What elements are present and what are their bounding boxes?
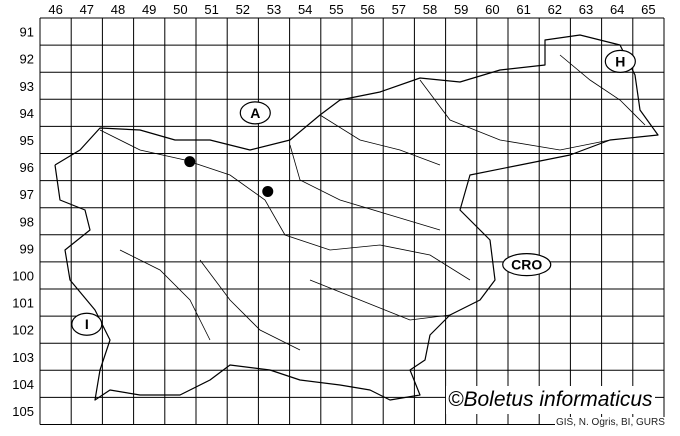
- column-label: 46: [48, 2, 62, 17]
- source-text: GIS, N. Ogris, BI, GURS: [555, 417, 666, 429]
- neighbour-country-labels: A H CRO I: [71, 49, 636, 336]
- row-label: 95: [20, 133, 34, 148]
- column-label: 57: [392, 2, 406, 17]
- row-label: 92: [20, 52, 34, 67]
- country-label: H: [615, 53, 625, 69]
- river-line: [199, 259, 301, 351]
- column-labels: 46 47 48 49 50 51 52 53 54 55 56 57 58 59 60 61 62 63 64 65: [48, 2, 655, 17]
- record-dot: [184, 156, 196, 168]
- column-label: 55: [329, 2, 343, 17]
- column-label: 60: [485, 2, 499, 17]
- column-label: 54: [298, 2, 312, 17]
- column-label: 50: [173, 2, 187, 17]
- row-label: 96: [20, 160, 34, 175]
- river-line: [419, 79, 611, 151]
- country-label: A: [250, 105, 260, 121]
- river-line: [319, 114, 441, 166]
- column-label: 58: [423, 2, 437, 17]
- column-label: 61: [516, 2, 530, 17]
- river-line: [289, 144, 441, 231]
- column-label: 56: [360, 2, 374, 17]
- row-labels: 91 92 93 94 95 96 97 98 99 100 101 102 103 104 105: [12, 25, 34, 419]
- country-label: I: [85, 316, 89, 332]
- country-outline: [54, 34, 659, 401]
- record-points: [184, 156, 274, 197]
- row-label: 101: [12, 296, 34, 311]
- country-label-ellipse: [239, 101, 271, 125]
- row-label: 93: [20, 79, 34, 94]
- row-label: 104: [12, 377, 34, 392]
- river-line: [309, 279, 451, 321]
- rivers: [99, 54, 646, 351]
- column-label: 62: [548, 2, 562, 17]
- record-dot: [262, 185, 274, 197]
- column-label: 51: [204, 2, 218, 17]
- row-label: 105: [12, 404, 34, 419]
- column-label: 52: [236, 2, 250, 17]
- row-label: 94: [20, 106, 34, 121]
- country-label: CRO: [511, 257, 542, 273]
- row-label: 97: [20, 187, 34, 202]
- credit-text: ©Boletus informaticus: [446, 386, 655, 414]
- column-label: 48: [111, 2, 125, 17]
- column-label: 63: [579, 2, 593, 17]
- row-label: 98: [20, 214, 34, 229]
- column-label: 59: [454, 2, 468, 17]
- row-label: 100: [12, 268, 34, 283]
- river-line: [119, 249, 211, 341]
- column-label: 65: [641, 2, 655, 17]
- country-label-ellipse: [71, 312, 103, 336]
- column-label: 49: [142, 2, 156, 17]
- grid-lines: [39, 17, 665, 425]
- river-line: [559, 54, 646, 126]
- row-label: 91: [20, 25, 34, 40]
- column-label: 47: [80, 2, 94, 17]
- row-label: 102: [12, 323, 34, 338]
- row-label: 99: [20, 241, 34, 256]
- border-line: [54, 34, 659, 401]
- column-label: 53: [267, 2, 281, 17]
- country-label-ellipse: [502, 253, 552, 277]
- river-line: [99, 129, 471, 281]
- column-label: 64: [610, 2, 624, 17]
- country-label-ellipse: [604, 49, 636, 73]
- row-label: 103: [12, 350, 34, 365]
